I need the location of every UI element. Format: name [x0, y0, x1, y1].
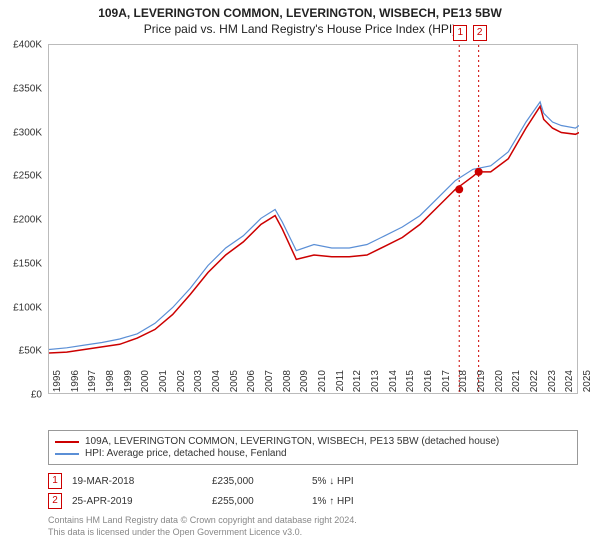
x-axis-label: 1998	[105, 370, 116, 400]
y-axis-label: £250K	[2, 171, 42, 182]
sale-pct: 1% ↑ HPI	[312, 496, 412, 507]
x-axis-label: 2017	[441, 370, 452, 400]
x-axis-label: 2010	[317, 370, 328, 400]
x-axis-label: 2014	[388, 370, 399, 400]
x-axis-label: 1995	[52, 370, 63, 400]
x-axis-label: 2018	[458, 370, 469, 400]
x-axis-label: 2012	[352, 370, 363, 400]
sale-date: 19-MAR-2018	[72, 476, 212, 487]
sale-marker-ref: 2	[48, 493, 62, 509]
legend-label: 109A, LEVERINGTON COMMON, LEVERINGTON, W…	[85, 436, 499, 447]
x-axis-label: 2007	[264, 370, 275, 400]
x-axis-label: 2015	[405, 370, 416, 400]
x-axis-label: 2005	[229, 370, 240, 400]
x-axis-label: 2024	[564, 370, 575, 400]
x-axis-label: 2020	[494, 370, 505, 400]
x-axis-label: 2004	[211, 370, 222, 400]
y-axis-label: £0	[2, 390, 42, 401]
x-axis-label: 1997	[87, 370, 98, 400]
x-axis-label: 2016	[423, 370, 434, 400]
y-axis-label: £200K	[2, 215, 42, 226]
x-axis-label: 2019	[476, 370, 487, 400]
legend-row: 109A, LEVERINGTON COMMON, LEVERINGTON, W…	[55, 436, 571, 447]
legend-box: 109A, LEVERINGTON COMMON, LEVERINGTON, W…	[48, 430, 578, 465]
x-axis-label: 2021	[511, 370, 522, 400]
legend-row: HPI: Average price, detached house, Fenl…	[55, 448, 571, 459]
y-axis-label: £350K	[2, 83, 42, 94]
legend-and-footer: 109A, LEVERINGTON COMMON, LEVERINGTON, W…	[48, 430, 578, 538]
y-axis-label: £300K	[2, 127, 42, 138]
x-axis-label: 2009	[299, 370, 310, 400]
y-axis-label: £100K	[2, 302, 42, 313]
x-axis-label: 1999	[123, 370, 134, 400]
x-axis-label: 2006	[246, 370, 257, 400]
marker-header: 12	[49, 15, 579, 35]
sale-date: 25-APR-2019	[72, 496, 212, 507]
sale-price: £235,000	[212, 476, 312, 487]
sale-price: £255,000	[212, 496, 312, 507]
x-axis-label: 2000	[140, 370, 151, 400]
x-axis-label: 2022	[529, 370, 540, 400]
chart-container: { "title": { "line1": "109A, LEVERINGTON…	[0, 0, 600, 560]
x-axis-label: 1996	[70, 370, 81, 400]
y-axis-label: £150K	[2, 258, 42, 269]
chart-svg	[49, 45, 579, 395]
x-axis-label: 2025	[582, 370, 593, 400]
legend-label: HPI: Average price, detached house, Fenl…	[85, 448, 287, 459]
legend-swatch	[55, 453, 79, 455]
x-axis-label: 2001	[158, 370, 169, 400]
footer-note: Contains HM Land Registry data © Crown c…	[48, 515, 578, 538]
sale-pct: 5% ↓ HPI	[312, 476, 412, 487]
y-axis-label: £50K	[2, 346, 42, 357]
sale-marker-1: 1	[453, 25, 467, 41]
x-axis-label: 2002	[176, 370, 187, 400]
x-axis-label: 2013	[370, 370, 381, 400]
sale-marker-ref: 1	[48, 473, 62, 489]
y-axis-label: £400K	[2, 40, 42, 51]
x-axis-label: 2011	[335, 370, 346, 400]
x-axis-label: 2008	[282, 370, 293, 400]
footer-line2: This data is licensed under the Open Gov…	[48, 527, 578, 539]
chart-plot-area: £0£50K£100K£150K£200K£250K£300K£350K£400…	[48, 44, 578, 394]
x-axis-label: 2003	[193, 370, 204, 400]
x-axis-label: 2023	[547, 370, 558, 400]
sale-row: 1 19-MAR-2018£235,0005% ↓ HPI	[48, 473, 578, 489]
footer-line1: Contains HM Land Registry data © Crown c…	[48, 515, 578, 527]
sale-marker-2: 2	[473, 25, 487, 41]
sale-row: 2 25-APR-2019£255,0001% ↑ HPI	[48, 493, 578, 509]
legend-swatch	[55, 441, 79, 443]
